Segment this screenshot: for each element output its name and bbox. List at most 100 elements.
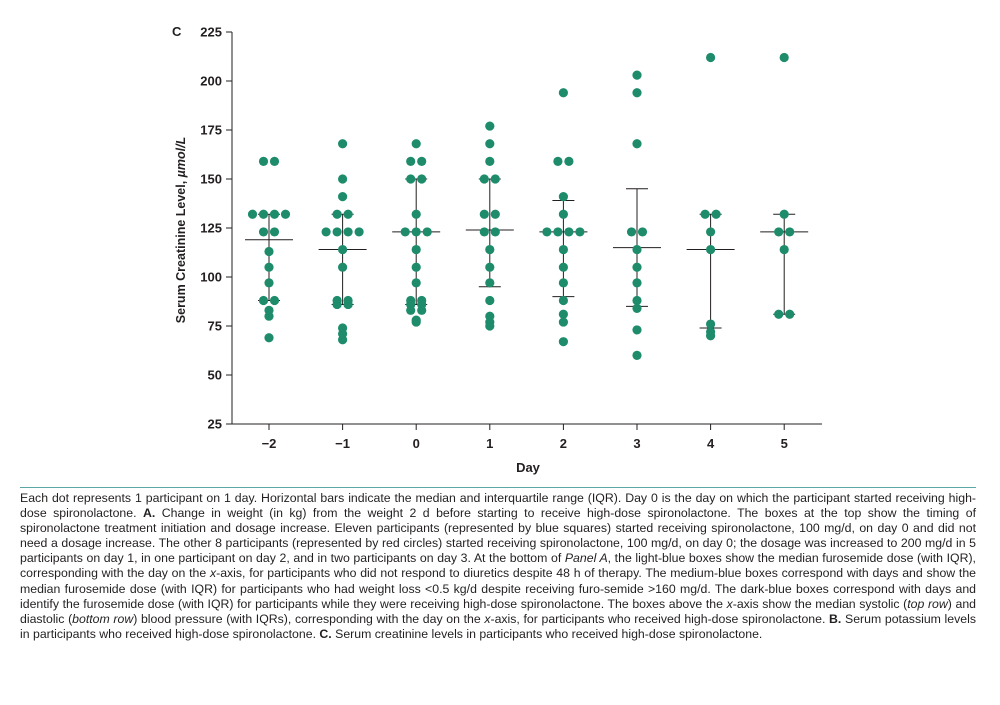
series-day-0	[245, 156, 293, 343]
caption-segment: Panel A	[564, 551, 608, 566]
data-point	[264, 278, 274, 288]
data-point	[411, 139, 421, 149]
data-point	[632, 139, 642, 149]
data-point	[417, 156, 427, 166]
series-day-4	[539, 88, 588, 347]
data-point	[417, 295, 427, 306]
y-tick-label: 125	[200, 221, 222, 236]
data-point	[558, 317, 569, 327]
series-day-1	[318, 139, 367, 345]
data-point	[564, 227, 574, 237]
data-point	[490, 227, 500, 237]
data-point	[264, 305, 274, 315]
caption-segment: B.	[829, 611, 842, 626]
data-point	[785, 309, 795, 319]
x-tick-label: 1	[486, 436, 493, 451]
x-tick-label: −2	[262, 436, 277, 451]
caption-segment: x	[484, 611, 491, 626]
x-tick-label: 0	[413, 436, 420, 451]
data-point	[354, 227, 364, 237]
data-point	[338, 244, 348, 255]
data-point	[343, 227, 353, 237]
series-day-3	[465, 121, 514, 331]
data-point	[332, 227, 342, 237]
data-point	[632, 70, 642, 80]
data-point	[485, 244, 495, 255]
caption-segment: , the light-blue boxes show the median f…	[20, 551, 976, 581]
data-point	[564, 156, 574, 166]
x-axis-label: Day	[516, 460, 541, 475]
series-day-5	[613, 70, 661, 360]
data-point	[558, 337, 569, 347]
data-point	[632, 303, 642, 313]
data-point	[779, 52, 789, 63]
data-point	[575, 227, 585, 237]
y-axis-label-unit: µmol/L	[174, 137, 188, 179]
caption-segment: C.	[319, 626, 332, 641]
data-point	[637, 227, 648, 237]
x-tick-label: 5	[781, 436, 788, 451]
data-point	[558, 278, 569, 288]
data-point	[774, 309, 784, 319]
data-point	[490, 209, 500, 219]
data-point	[632, 295, 642, 306]
caption-segment: Serum potassium levels in participants w…	[20, 611, 976, 641]
data-point	[626, 227, 637, 237]
y-tick-label: 25	[208, 417, 222, 432]
data-point	[785, 227, 795, 237]
caption-segment: x	[726, 596, 733, 611]
data-point	[542, 227, 552, 237]
data-point	[411, 244, 421, 255]
data-point	[779, 244, 789, 255]
data-point	[321, 227, 331, 237]
caption-divider	[20, 487, 976, 488]
x-tick-label: 2	[560, 436, 567, 451]
data-point	[338, 174, 348, 184]
data-point	[479, 174, 489, 184]
data-point	[258, 295, 269, 306]
y-tick-label: 100	[200, 270, 222, 285]
y-axis-label: Serum Creatinine Level, µmol/L	[174, 137, 188, 323]
data-point	[558, 192, 569, 202]
data-point	[269, 295, 280, 306]
data-point	[406, 295, 416, 306]
creatinine-scatter-chart: 25 50 75 100 125 150 175 200 225 −2 −1 0 1 2 3 4 5 Day Ser…	[174, 25, 822, 475]
data-point	[411, 315, 421, 325]
caption-segment: A.	[142, 506, 156, 521]
data-point	[411, 262, 421, 272]
data-point	[479, 209, 489, 219]
y-tick-label: 200	[200, 74, 222, 89]
data-point	[632, 278, 642, 288]
data-point	[558, 209, 569, 219]
caption-segment: -axis, for participants who received hig…	[490, 611, 830, 626]
y-axis-label-text: Serum Creatinine Level,	[174, 177, 188, 323]
data-point	[706, 319, 716, 329]
data-point	[632, 262, 642, 272]
data-point	[332, 209, 342, 219]
data-point	[247, 209, 258, 219]
y-tick-label: 225	[200, 25, 222, 40]
data-point	[258, 156, 269, 166]
caption-segment: x	[209, 566, 217, 581]
data-point	[553, 156, 563, 166]
figure-caption: Each dot represents 1 participant on 1 d…	[20, 491, 976, 642]
panel-label: C	[172, 24, 182, 39]
data-point	[485, 278, 495, 288]
data-point	[774, 227, 784, 237]
data-point	[411, 209, 421, 219]
data-point	[338, 139, 348, 149]
data-point	[558, 295, 569, 306]
data-point	[632, 325, 642, 335]
chart-area: C 25 50 75 100 125 150 175 200 225 −2 −1 0 1 2 3 4 5 Day S…	[172, 24, 822, 475]
caption-segment: Serum creatinine levels in participants …	[331, 626, 763, 641]
data-point	[406, 156, 416, 166]
data-point	[700, 209, 710, 219]
data-point	[711, 209, 721, 219]
series-day-2	[392, 139, 441, 327]
data-point	[558, 244, 569, 255]
data-point	[706, 244, 716, 255]
caption-segment: ) blood pressure (with IQRs), correspond…	[133, 611, 485, 626]
caption-segment: Change in weight (in kg) from the weight…	[20, 506, 976, 566]
caption-segment: -axis show the median systolic (	[732, 596, 908, 611]
data-point	[706, 327, 716, 337]
